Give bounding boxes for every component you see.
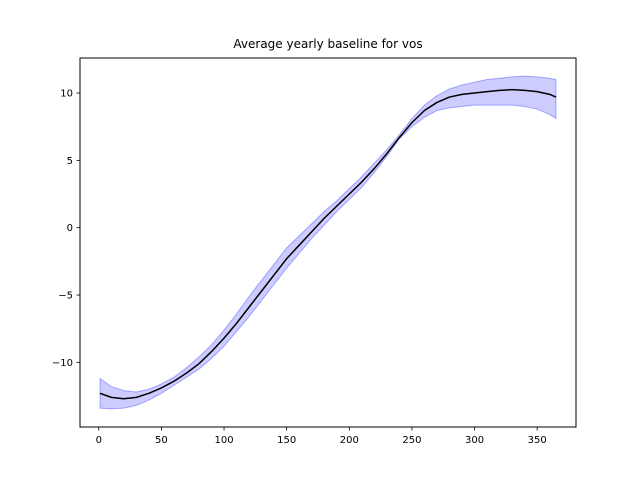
x-tick-label: 50 [155, 435, 168, 446]
x-tick-label: 150 [277, 435, 296, 446]
x-tick-label: 350 [528, 435, 547, 446]
y-tick-label: −5 [58, 291, 73, 302]
chart-title: Average yearly baseline for vos [233, 37, 422, 51]
plot-frame [79, 57, 577, 428]
x-tick-label: 300 [465, 435, 484, 446]
series-line-0 [99, 88, 557, 400]
x-tick-label: 100 [214, 435, 233, 446]
x-axis: 0 50 100 150 200 250 300 350 [96, 427, 547, 446]
y-tick-label: 10 [60, 89, 73, 100]
confidence-band-0 [99, 75, 557, 410]
y-tick-label: 5 [67, 156, 73, 167]
x-tick-label: 200 [340, 435, 359, 446]
x-tick-label: 250 [402, 435, 421, 446]
y-tick-label: −10 [52, 358, 73, 369]
y-axis: −10 −5 0 5 10 [52, 89, 80, 369]
plot-area [99, 75, 557, 410]
y-tick-label: 0 [67, 223, 73, 234]
x-tick-label: 0 [96, 435, 102, 446]
